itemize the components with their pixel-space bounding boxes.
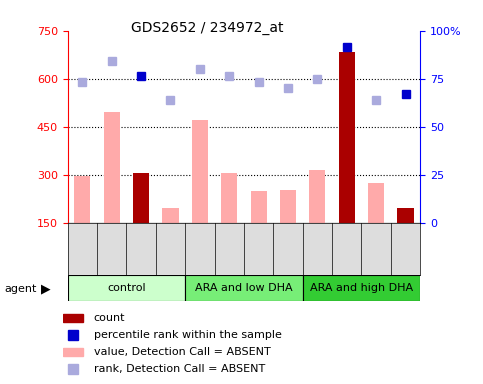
Bar xyxy=(68,275,185,301)
Bar xyxy=(368,183,384,223)
Text: count: count xyxy=(94,313,125,323)
Bar xyxy=(74,176,90,223)
Text: ▶: ▶ xyxy=(41,282,51,295)
Bar xyxy=(309,170,326,223)
Text: value, Detection Call = ABSENT: value, Detection Call = ABSENT xyxy=(94,347,270,357)
Text: control: control xyxy=(107,283,146,293)
Text: agent: agent xyxy=(5,284,37,294)
Text: GDS2652 / 234972_at: GDS2652 / 234972_at xyxy=(131,21,284,35)
Bar xyxy=(251,191,267,223)
Text: ARA and low DHA: ARA and low DHA xyxy=(195,283,293,293)
Bar xyxy=(63,314,84,322)
Bar xyxy=(185,275,303,301)
Bar xyxy=(162,208,179,223)
Text: rank, Detection Call = ABSENT: rank, Detection Call = ABSENT xyxy=(94,364,265,374)
Text: ARA and high DHA: ARA and high DHA xyxy=(310,283,413,293)
Bar xyxy=(192,120,208,223)
Bar xyxy=(221,173,237,223)
Bar xyxy=(398,208,413,223)
Bar xyxy=(104,113,120,223)
Bar xyxy=(63,348,84,356)
Bar xyxy=(280,190,296,223)
Bar xyxy=(133,173,149,223)
Bar xyxy=(303,275,420,301)
Bar xyxy=(339,51,355,223)
Text: percentile rank within the sample: percentile rank within the sample xyxy=(94,330,282,340)
